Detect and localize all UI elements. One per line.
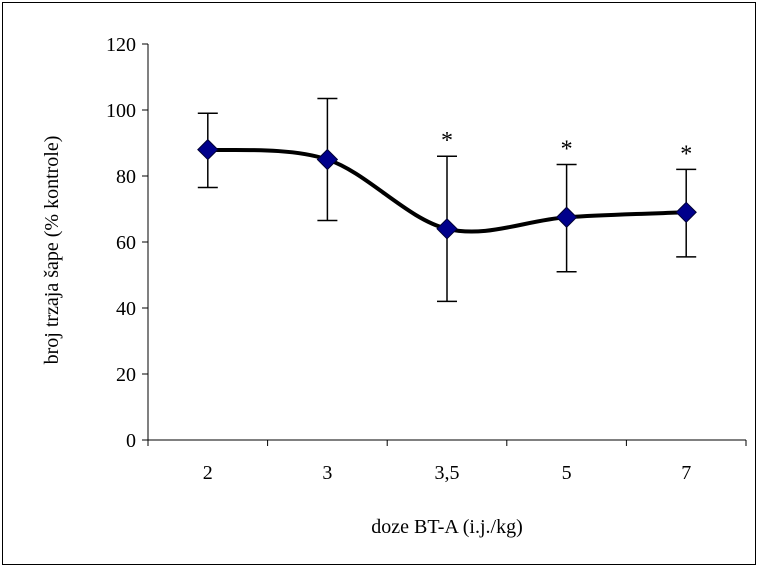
data-markers [197,138,697,240]
y-tick-label: 60 [116,232,136,254]
significance-star: * [680,141,692,167]
data-point-marker [675,201,697,224]
y-tick-label: 20 [116,364,136,386]
data-point-marker [436,218,458,240]
data-point-marker [197,138,219,161]
x-axis-ticks: 2 3 3,5 5 7 [147,440,747,484]
significance-star: * [561,136,573,162]
y-axis-ticks: 0 20 40 60 80 100 120 [106,34,148,452]
y-axis-title: broj trzaja šape (% kontrole) [41,136,63,365]
y-tick-label: 100 [106,100,136,122]
significance-star: * [441,128,453,154]
y-tick-label: 0 [126,430,136,452]
y-tick-label: 120 [106,34,136,56]
x-tick-label: 3 [322,462,332,484]
significance-markers: * * * [441,128,692,167]
data-point-marker [316,148,339,171]
y-tick-label: 40 [116,298,136,320]
x-axis-title: doze BT-A (i.j./kg) [371,516,522,538]
x-tick-label: 7 [681,462,691,484]
x-tick-label: 5 [562,462,572,484]
x-tick-label: 2 [203,462,213,484]
x-tick-label: 3,5 [435,462,460,484]
y-tick-label: 80 [116,166,136,188]
data-point-marker [555,206,578,228]
